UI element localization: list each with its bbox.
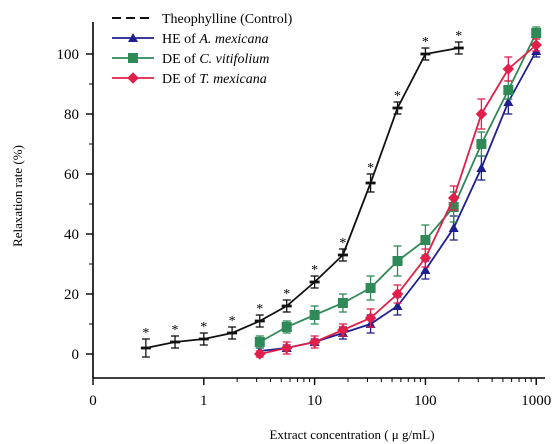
significance-marker: * [283,287,290,302]
data-point-square [254,337,265,347]
data-point-triangle [448,223,459,232]
legend-label-part: Theophylline (Control) [162,12,293,27]
legend-item: DE of C. vitifolium [112,52,269,67]
significance-marker: * [394,89,401,104]
y-tick-label: 40 [64,227,79,243]
data-point-square [128,53,138,63]
legend-label-part: A. mexicana [198,32,268,47]
legend-item: HE of A. mexicana [112,32,269,47]
data-point-diamond [308,336,321,348]
data-point-diamond [447,192,460,204]
data-point-dash [254,319,265,323]
data-point-dash [392,106,403,110]
legend-label: Theophylline (Control) [162,12,293,27]
legend-label: DE of C. vitifolium [162,52,269,67]
series-line [145,47,459,349]
legend-label-part: T. mexicana [199,72,266,87]
significance-marker: * [256,302,263,317]
data-point-diamond [530,39,542,51]
data-point-square [503,85,514,95]
significance-marker: * [229,314,236,329]
data-point-triangle [128,33,138,42]
series-1: * * * * * * * * * * * * [140,29,464,358]
legend-item: Theophylline (Control) [112,12,293,27]
series-layer: * * * * * * * * * * * * [140,26,542,360]
legend-label-part: HE of [162,32,199,47]
significance-marker: * [422,35,429,50]
data-point-dash [309,280,320,284]
data-point-dash [281,304,292,308]
data-point-diamond [502,63,515,75]
legend-label-part: DE of [162,52,199,67]
legend-label-part: DE of [162,72,199,87]
data-point-square [281,322,292,332]
significance-marker: * [367,161,374,176]
data-point-diamond [364,312,377,324]
significance-marker: * [339,236,346,251]
data-point-dash [420,52,431,56]
significance-marker: * [172,323,179,338]
significance-marker: * [455,29,462,44]
data-point-square [531,28,542,38]
legend: Theophylline (Control) HE of A. mexicana D… [112,12,293,87]
data-point-square [420,235,431,245]
legend-label: DE of T. mexicana [162,72,267,87]
y-tick-label: 20 [64,287,79,303]
x-tick-label: 1 [200,393,208,409]
data-point-dash [170,340,181,344]
axes: 0 1 10 100 1000 0 20 40 60 80 100 [57,22,551,409]
data-point-triangle [420,265,431,274]
data-point-dash [453,46,464,50]
data-point-diamond [254,348,266,360]
data-point-dash [140,346,151,350]
data-point-diamond [280,342,293,354]
y-tick-label: 100 [57,47,80,63]
series-3 [254,26,542,349]
data-point-triangle [476,163,487,172]
data-point-square [337,298,348,308]
y-tick-label: 0 [72,347,80,363]
data-point-diamond [337,324,349,336]
significance-marker: * [200,320,207,335]
data-point-triangle [392,301,403,310]
data-point-dash [198,337,209,341]
data-point-square [309,310,320,320]
legend-item: DE of T. mexicana [112,72,267,87]
legend-label: HE of A. mexicana [162,32,269,47]
x-tick-label: 1000 [521,393,551,409]
data-point-diamond [419,252,432,264]
data-point-square [365,283,376,293]
legend-label-part: C. vitifolium [199,52,269,67]
data-point-dash [227,331,238,335]
series-4 [254,38,542,360]
x-tick-label: 100 [414,393,437,409]
data-point-square [392,256,403,266]
data-point-dash [337,253,348,257]
significance-marker: * [142,326,149,341]
x-tick-label: 0 [89,393,97,409]
data-point-diamond [127,72,139,84]
data-point-triangle [503,97,514,106]
data-point-square [476,139,487,149]
data-point-diamond [475,108,488,120]
data-point-dash [365,181,376,185]
y-tick-label: 80 [64,107,79,123]
x-axis-label: Extract concentration ( μ g/mL) [269,427,434,442]
significance-marker: * [311,263,318,278]
x-tick-label: 10 [307,393,322,409]
y-axis-label: Relaxation rate (%) [10,145,25,247]
data-point-diamond [391,288,404,300]
y-tick-label: 60 [64,167,79,183]
